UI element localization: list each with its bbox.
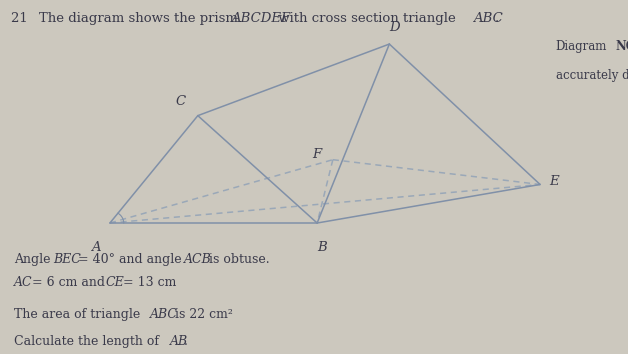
Text: ABCDEF: ABCDEF (230, 12, 290, 25)
Text: ABC: ABC (150, 308, 178, 321)
Text: is 22 cm²: is 22 cm² (171, 308, 233, 321)
Text: NOT: NOT (615, 40, 628, 53)
Text: .: . (495, 12, 499, 25)
Text: with cross section triangle: with cross section triangle (274, 12, 460, 25)
Text: BEC: BEC (53, 253, 81, 266)
Text: AB: AB (170, 335, 188, 348)
Text: AC: AC (14, 276, 33, 289)
Text: Diagram: Diagram (556, 40, 607, 53)
Text: Angle: Angle (14, 253, 55, 266)
Text: = 40° and angle: = 40° and angle (73, 253, 185, 266)
Text: CE: CE (106, 276, 124, 289)
Text: = 13 cm: = 13 cm (119, 276, 176, 289)
Text: D: D (389, 21, 399, 34)
Text: E: E (549, 175, 559, 188)
Text: C: C (175, 95, 185, 108)
Text: The area of triangle: The area of triangle (14, 308, 144, 321)
Text: 21: 21 (11, 12, 36, 25)
Text: A: A (91, 241, 101, 254)
Text: Calculate the length of: Calculate the length of (14, 335, 163, 348)
Text: ACB: ACB (184, 253, 212, 266)
Text: B: B (317, 241, 327, 254)
Text: ABC: ABC (473, 12, 503, 25)
Text: The diagram shows the prism: The diagram shows the prism (38, 12, 242, 25)
Text: accurately drawn: accurately drawn (556, 69, 628, 82)
Text: = 6 cm and: = 6 cm and (28, 276, 109, 289)
Text: F: F (313, 148, 322, 161)
Text: is obtuse.: is obtuse. (205, 253, 269, 266)
Text: .: . (183, 335, 188, 348)
